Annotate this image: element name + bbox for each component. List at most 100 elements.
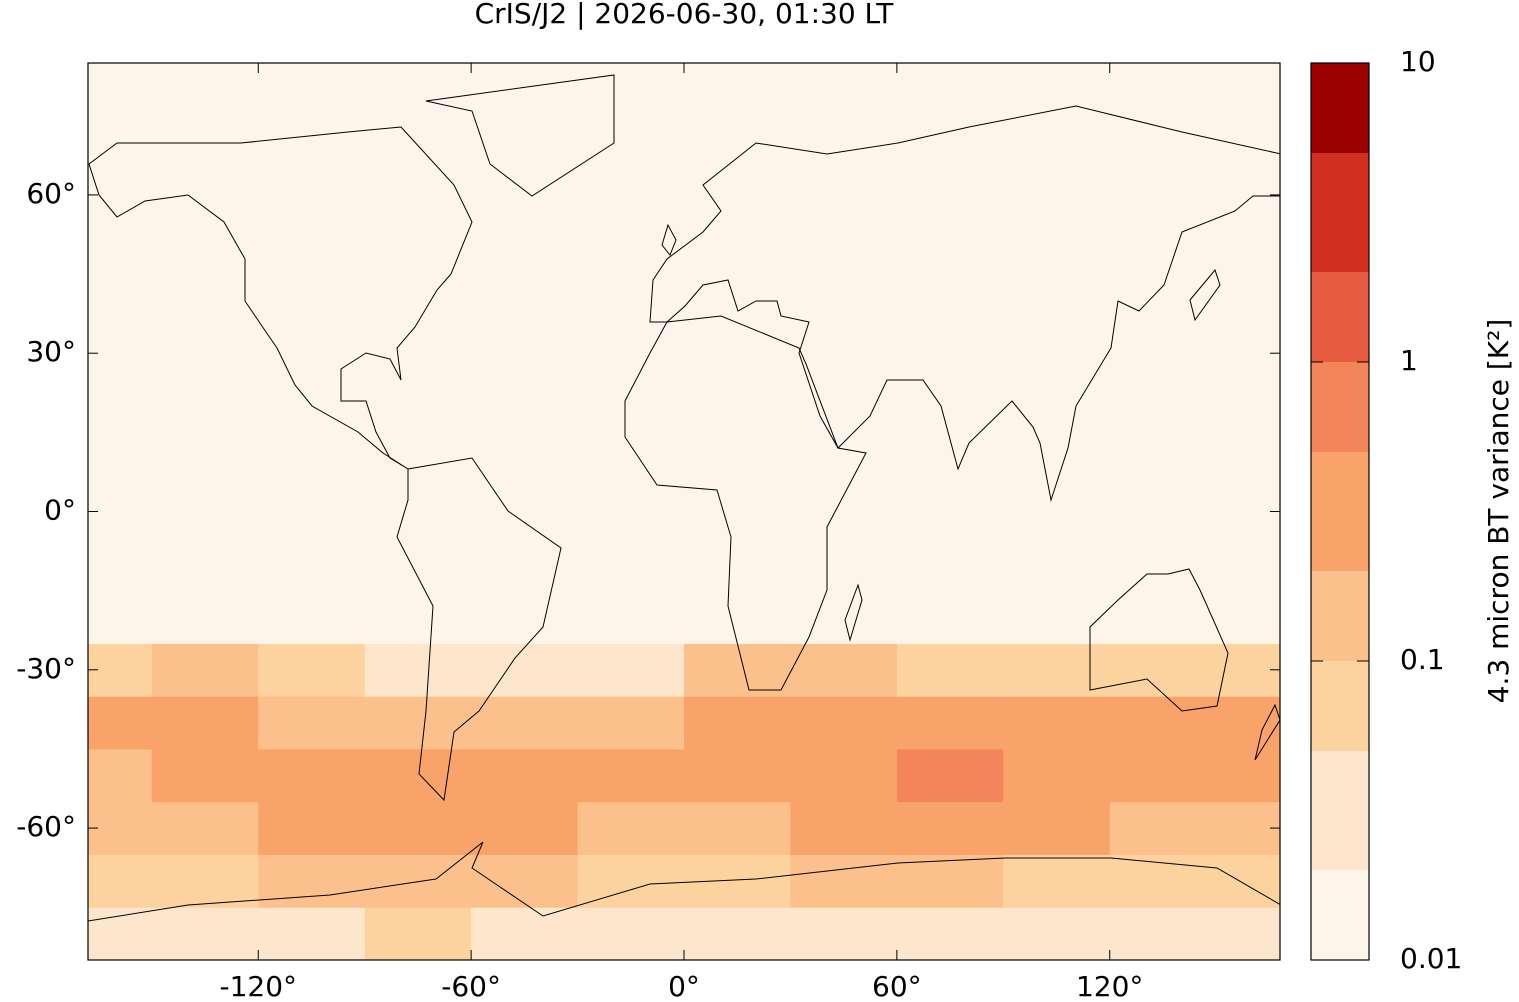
field-cell xyxy=(896,907,1004,960)
coastlines xyxy=(88,74,1280,922)
field-cell xyxy=(1003,801,1111,855)
x-tick-label: -60° xyxy=(441,970,501,1002)
field-cell xyxy=(151,643,259,697)
field-cell xyxy=(790,748,898,803)
coastline xyxy=(844,583,863,642)
field-cell xyxy=(364,801,472,855)
field-cell xyxy=(88,643,153,697)
field-cell xyxy=(790,643,898,697)
field-cell xyxy=(684,907,791,960)
field-cell xyxy=(364,696,472,750)
field-cell xyxy=(684,643,791,697)
field-cell xyxy=(684,748,791,803)
coastline xyxy=(396,457,562,802)
colorbar-tick-label: 0.1 xyxy=(1400,643,1445,676)
colorbar-segment xyxy=(1311,570,1369,661)
field-cell xyxy=(896,63,1004,644)
field-cell xyxy=(151,907,259,960)
field-cell xyxy=(577,801,685,855)
field-cell xyxy=(790,854,898,908)
field xyxy=(88,63,1280,960)
field-cell xyxy=(88,63,153,644)
field-cell xyxy=(1216,696,1280,750)
field-cell xyxy=(471,643,579,697)
field-cell xyxy=(896,748,1004,803)
field-cell xyxy=(151,854,259,908)
y-tick-label: -30° xyxy=(16,652,76,685)
field-cell xyxy=(1216,643,1280,697)
field-cell xyxy=(364,854,472,908)
field-cell xyxy=(471,63,579,644)
x-tick-label: 120° xyxy=(1076,970,1143,1002)
field-cell xyxy=(790,801,898,855)
colorbar xyxy=(1311,63,1369,960)
coastline xyxy=(624,315,867,691)
field-cell xyxy=(1216,801,1280,855)
field-cell xyxy=(88,748,153,803)
field-cell xyxy=(896,854,1004,908)
field-cell xyxy=(684,801,791,855)
field-cell xyxy=(577,696,685,750)
field-cell xyxy=(790,696,898,750)
field-cell xyxy=(896,696,1004,750)
coastline xyxy=(88,841,1280,922)
y-tick-label: 0° xyxy=(44,494,76,527)
field-cell xyxy=(790,907,898,960)
coastline xyxy=(649,105,1280,502)
field-cell xyxy=(1109,801,1217,855)
x-tick-label: 60° xyxy=(872,970,922,1002)
x-tick-label: -120° xyxy=(220,970,298,1002)
coastline xyxy=(1189,268,1221,322)
field-cell xyxy=(471,696,579,750)
coastline xyxy=(1254,703,1280,761)
field-cell xyxy=(151,63,259,644)
chart-title: CrIS/J2 | 2026-06-30, 01:30 LT xyxy=(475,0,895,30)
colorbar-segment xyxy=(1311,452,1369,571)
field-cell xyxy=(151,801,259,855)
field-cell xyxy=(471,907,579,960)
field-cell xyxy=(258,801,366,855)
field-cell xyxy=(1109,63,1217,644)
field-cell xyxy=(471,748,579,803)
field-cell xyxy=(364,643,472,697)
field-cell xyxy=(1109,748,1217,803)
field-cell xyxy=(258,907,366,960)
field-cell xyxy=(258,854,366,908)
field-cell xyxy=(790,63,898,644)
field-cell xyxy=(1216,748,1280,803)
field-cell xyxy=(1003,748,1111,803)
field-cell xyxy=(684,696,791,750)
field-cell xyxy=(577,643,685,697)
x-tick-label: 0° xyxy=(668,970,700,1002)
field-cell xyxy=(151,748,259,803)
colorbar-segment xyxy=(1311,661,1369,752)
field-cell xyxy=(471,854,579,908)
field-cell xyxy=(1216,854,1280,908)
field-cell xyxy=(896,801,1004,855)
field-cell xyxy=(896,643,1004,697)
field-cell xyxy=(577,907,685,960)
colorbar-frame xyxy=(1310,62,1370,961)
field-cell xyxy=(1216,907,1280,960)
field-cell xyxy=(258,63,366,644)
field-cell xyxy=(364,748,472,803)
field-cell xyxy=(1003,643,1111,697)
colorbar-tick-label: 1 xyxy=(1400,344,1418,377)
field-cell xyxy=(88,854,153,908)
field-cell xyxy=(151,696,259,750)
field-cell xyxy=(684,63,791,644)
field-cell xyxy=(258,748,366,803)
field-cell xyxy=(1003,907,1111,960)
field-cell xyxy=(88,801,153,855)
coastline xyxy=(88,126,473,470)
colorbar-segment xyxy=(1311,153,1369,272)
coastline xyxy=(1089,568,1229,712)
colorbar-tick-label: 0.01 xyxy=(1400,942,1462,975)
field-cell xyxy=(1109,907,1217,960)
y-tick-label: -60° xyxy=(16,810,76,843)
field-cell xyxy=(258,696,366,750)
field-cell xyxy=(1109,696,1217,750)
colorbar-segment xyxy=(1311,362,1369,453)
field-cell xyxy=(1216,63,1280,644)
